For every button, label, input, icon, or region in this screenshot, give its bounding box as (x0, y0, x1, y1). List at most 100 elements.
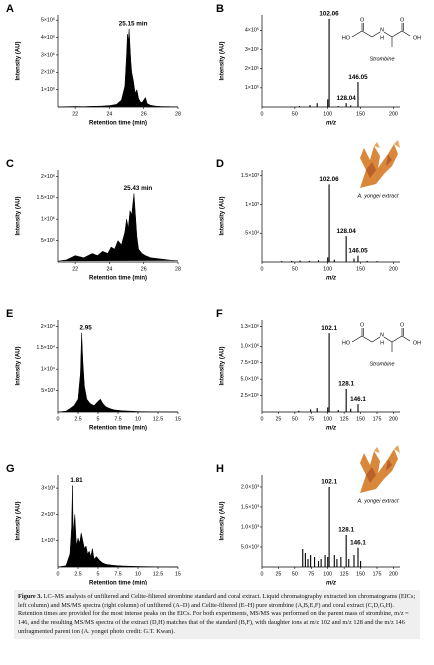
chromatogram (57, 193, 179, 262)
y-axis-label: Intensity (AU) (220, 346, 226, 385)
coral-shape (394, 140, 400, 148)
y-tick-label: 1.5×10³ (241, 173, 259, 179)
x-tick-label: 150 (356, 571, 365, 577)
panel-label: E (6, 308, 13, 320)
inset-label: A. yongei extract (357, 193, 399, 199)
x-tick-label: 75 (308, 571, 314, 577)
y-tick-label: 4×10⁵ (245, 28, 259, 34)
x-axis-label: m/z (326, 121, 336, 127)
x-tick-label: 50 (292, 571, 298, 577)
x-tick-label: 50 (292, 266, 298, 272)
x-axis-label: m/z (326, 276, 336, 282)
y-tick-label: 1×10⁵ (245, 85, 259, 91)
x-tick-label: 10 (135, 571, 141, 577)
peak-annotation: 102.1 (321, 325, 337, 332)
panel-label: A (6, 3, 14, 15)
bond (401, 30, 411, 37)
atom-label: H (380, 340, 384, 346)
atom-label: OH (413, 35, 421, 41)
x-tick-label: 100 (323, 111, 332, 117)
x-axis-label: Retention time (min) (89, 426, 147, 432)
x-tick-label: 200 (389, 416, 398, 422)
x-tick-label: 200 (389, 111, 398, 117)
y-tick-label: 1.5×10⁴ (36, 345, 55, 351)
atom-label: OH (413, 340, 421, 346)
caption: Figure 3. LC–MS analysis of unfiltered a… (14, 590, 420, 640)
x-tick-label: 26 (141, 266, 147, 272)
x-axis-label: Retention time (min) (89, 581, 147, 585)
peak-annotation: 25.15 min (119, 21, 148, 28)
y-tick-label: 5×10² (245, 231, 259, 237)
y-tick-label: 2.0×10³ (241, 484, 259, 490)
panel-label: G (6, 463, 15, 475)
x-tick-label: 200 (389, 266, 398, 272)
bond (401, 335, 411, 342)
atom-label: HO (342, 35, 350, 41)
figure: A 1×10⁶ 2×10⁶ 3×10⁶ 4×10⁶ 5×10⁶ 22 24 26 28 Intens… (6, 3, 421, 585)
x-tick-label: 125 (340, 416, 349, 422)
y-tick-label: 2×10³ (41, 512, 55, 518)
x-tick-label: 50 (292, 111, 298, 117)
x-tick-label: 0 (261, 571, 264, 577)
y-axis-label: Intensity (AU) (16, 41, 22, 80)
y-tick-label: 2×10⁶ (41, 174, 55, 180)
x-tick-label: 24 (106, 111, 112, 117)
peak-annotation: 128.04 (337, 228, 357, 235)
coral-shape (386, 459, 392, 471)
peak-annotation: 1.81 (70, 477, 83, 484)
coral-shape (374, 142, 380, 148)
x-tick-label: 10 (135, 416, 141, 422)
panel-label: F (216, 308, 223, 320)
bond (371, 31, 381, 38)
x-tick-label: 175 (373, 571, 382, 577)
x-tick-label: 25 (275, 571, 281, 577)
coral-shape (366, 467, 376, 483)
x-tick-label: 200 (389, 571, 398, 577)
y-tick-label: 4×10⁶ (41, 35, 55, 41)
peak-annotation: 146.05 (348, 247, 368, 254)
panel-label: C (6, 158, 14, 170)
x-axis-label: Retention time (min) (89, 276, 147, 282)
y-axis-label: Intensity (AU) (220, 501, 226, 540)
y-axis-label: Intensity (AU) (220, 41, 226, 80)
atom-label: N (380, 27, 384, 33)
x-tick-label: 0 (57, 571, 60, 577)
x-tick-label: 15 (175, 571, 181, 577)
panel-label: B (216, 3, 224, 15)
inset-label: Strombine (369, 56, 394, 62)
x-tick-label: 100 (323, 266, 332, 272)
y-tick-label: 2.5×10⁵ (240, 393, 259, 399)
peak-annotation: 102.06 (319, 11, 339, 18)
x-tick-label: 24 (106, 266, 112, 272)
coral-shape (366, 162, 376, 178)
chromatogram (57, 332, 179, 413)
y-tick-label: 1.5×10⁶ (36, 195, 55, 201)
x-tick-label: 0 (261, 266, 264, 272)
x-tick-label: 15 (175, 416, 181, 422)
y-axis-label: Intensity (AU) (220, 196, 226, 235)
x-tick-label: 75 (308, 416, 314, 422)
x-tick-label: 175 (373, 416, 382, 422)
y-tick-label: 1×10⁴ (41, 367, 56, 373)
x-tick-label: 100 (323, 416, 332, 422)
y-tick-label: 3×10⁶ (41, 52, 55, 58)
atom-label: O (360, 322, 364, 328)
peak-annotation: 128.1 (338, 381, 354, 388)
peak-annotation: 146.1 (350, 539, 366, 546)
x-tick-label: 5 (97, 416, 100, 422)
x-tick-label: 28 (175, 111, 181, 117)
coral-photo (360, 445, 400, 493)
x-tick-label: 150 (356, 266, 365, 272)
coral-shape (394, 445, 400, 453)
peak-annotation: 128.04 (337, 95, 357, 102)
peak-annotation: 2.95 (79, 325, 92, 332)
x-tick-label: 100 (323, 571, 332, 577)
y-tick-label: 1×10⁶ (41, 87, 55, 93)
bond (391, 30, 403, 38)
x-tick-label: 150 (356, 416, 365, 422)
caption-label: Figure 3. (18, 593, 43, 600)
x-axis-label: m/z (326, 426, 336, 432)
peak-annotation: 102.1 (321, 479, 337, 486)
chromatogram (57, 485, 179, 568)
peak-annotation: 146.1 (350, 396, 366, 403)
